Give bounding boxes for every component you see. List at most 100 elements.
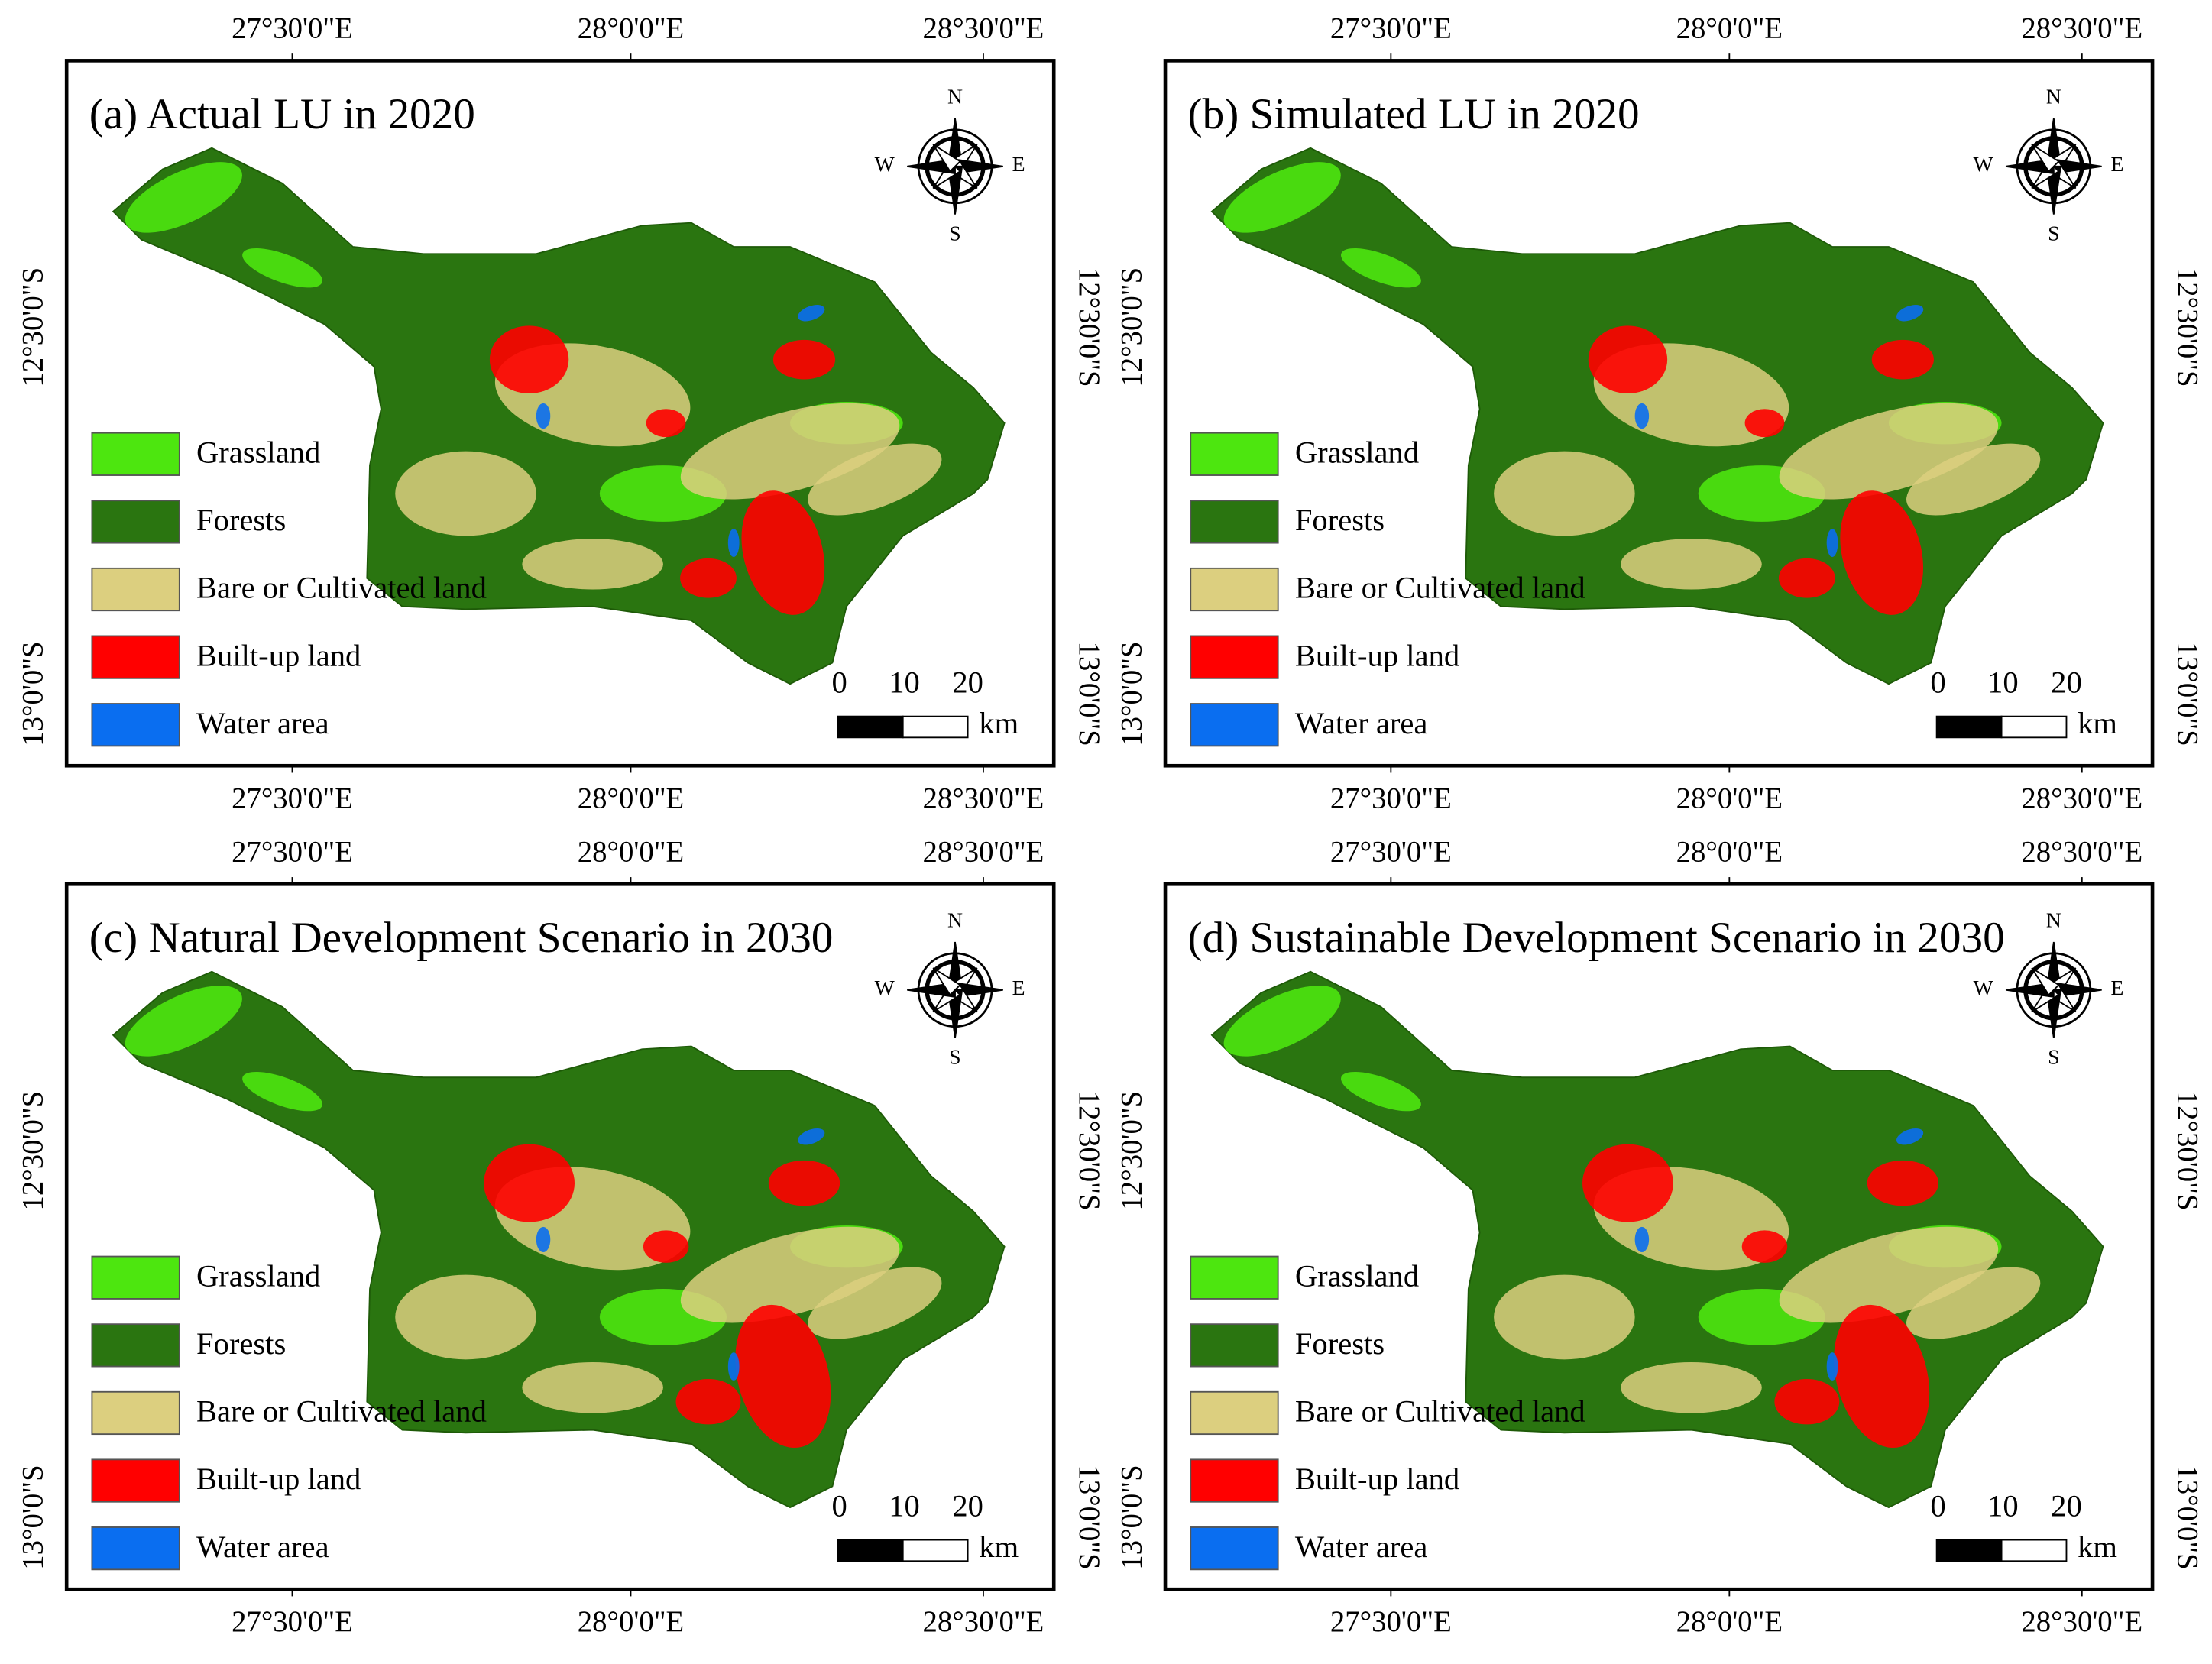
land-patch [1867, 1160, 1939, 1206]
scale-label: 20 [952, 665, 983, 699]
latitude-label: 12°30'0"S [1115, 1091, 1148, 1211]
longitude-label: 27°30'0"E [1330, 1605, 1452, 1638]
legend-label: Water area [196, 706, 329, 740]
compass-rose [2005, 941, 2102, 1038]
land-patch [808, 443, 942, 516]
legend-label: Water area [1295, 1530, 1428, 1564]
longitude-label: 28°0'0"E [578, 835, 684, 868]
legend-swatch [1190, 500, 1279, 544]
land-patch [1744, 409, 1785, 438]
longitude-label: 28°30'0"E [922, 835, 1044, 868]
longitude-label: 28°0'0"E [1676, 782, 1783, 814]
map-panel: 27°30'0"E 27°30'0"E 28°0'0"E 28°0'0"E 28°30'… [1115, 11, 2204, 814]
land-patch [395, 1274, 536, 1360]
land-patch [727, 1352, 740, 1381]
compass-ring [2023, 136, 2084, 197]
compass-ring [2016, 128, 2092, 205]
longitude-label: 28°0'0"E [578, 11, 684, 44]
longitude-label: 27°30'0"E [232, 782, 353, 814]
land-patch [768, 1160, 840, 1206]
legend-label: Forests [196, 1326, 286, 1361]
compass-label: W [1974, 152, 1994, 176]
land-patch [675, 1378, 741, 1425]
land-patch [1834, 1304, 1930, 1449]
land-patch [798, 305, 825, 322]
longitude-label: 28°30'0"E [2021, 11, 2142, 44]
latitude-label: 12°30'0"S [1073, 1091, 1106, 1211]
scale-label: 0 [1930, 1488, 1945, 1523]
longitude-label: 28°30'0"E [2021, 1605, 2142, 1638]
legend-label: Built-up land [1295, 638, 1459, 672]
legend-swatch [1190, 635, 1279, 679]
land-patch [1341, 248, 1421, 288]
longitude-label: 28°0'0"E [1676, 11, 1783, 44]
longitude-label: 28°30'0"E [922, 1605, 1044, 1638]
latitude-label: 13°0'0"S [16, 1465, 49, 1569]
land-patch [772, 339, 836, 380]
compass-label: S [2048, 222, 2059, 245]
panel-title: (c) Natural Development Scenario in 2030 [89, 914, 834, 962]
compass-point [932, 967, 961, 996]
compass-rose [907, 118, 1003, 215]
land-patch [646, 409, 686, 438]
legend-swatch [91, 432, 180, 476]
land-patch [125, 986, 242, 1057]
legend-swatch [1190, 432, 1279, 476]
legend-label: Water area [196, 1530, 329, 1564]
land-patch [242, 1071, 322, 1112]
latitude-label: 13°0'0"S [16, 641, 49, 746]
panel-title: (d) Sustainable Development Scenario in … [1188, 914, 2005, 962]
longitude-label: 27°30'0"E [1330, 835, 1452, 868]
legend-swatch [1190, 567, 1279, 612]
legend-label: Grassland [1295, 1258, 1419, 1293]
land-patch [1779, 1226, 1999, 1323]
compass-point [932, 144, 961, 173]
legend-swatch [91, 1323, 180, 1368]
scale-bar [1935, 715, 2003, 739]
longitude-label: 28°30'0"E [922, 782, 1044, 814]
scale-label: 0 [832, 665, 847, 699]
latitude-label: 12°30'0"S [16, 1091, 49, 1211]
scale-label: 20 [2051, 1488, 2082, 1523]
compass-label: S [949, 1045, 960, 1069]
longitude-label: 28°0'0"E [578, 1605, 684, 1638]
land-patch [1621, 1362, 1762, 1413]
compass-label: E [1012, 976, 1025, 999]
scale-bar [902, 1539, 969, 1562]
legend-label: Built-up land [196, 1462, 361, 1496]
land-patch [395, 451, 536, 536]
panel-frame [1163, 59, 2155, 768]
land-patch [1896, 305, 1924, 322]
legend-label: Bare or Cultivated land [1295, 1394, 1585, 1429]
compass-ring [917, 952, 993, 1028]
legend-swatch [1190, 703, 1279, 747]
land-patch [741, 490, 825, 615]
legend-swatch [1190, 1323, 1279, 1368]
legend-label: Forests [196, 503, 286, 537]
legend-swatch [1190, 1255, 1279, 1300]
longitude-label: 28°30'0"E [2021, 835, 2142, 868]
legend-label: Grassland [196, 435, 320, 469]
compass-label: N [947, 85, 963, 108]
legend-label: Forests [1295, 1326, 1385, 1361]
land-patch [1896, 1128, 1924, 1145]
compass-ring [925, 960, 986, 1021]
scale-bar [1935, 1539, 2003, 1562]
legend-swatch [91, 703, 180, 747]
land-patch [680, 1226, 900, 1323]
compass-label: E [2110, 152, 2123, 176]
panel-title: (a) Actual LU in 2020 [89, 90, 475, 138]
longitude-label: 27°30'0"E [232, 11, 353, 44]
legend-label: Built-up land [1295, 1462, 1459, 1496]
legend-label: Grassland [196, 1258, 320, 1293]
land-patch [522, 539, 663, 590]
scale-unit: km [979, 1530, 1019, 1564]
land-patch [808, 1267, 942, 1339]
scale-label: 0 [1930, 665, 1945, 699]
land-patch [484, 1144, 575, 1222]
legend-swatch [91, 1526, 180, 1571]
land-patch [1223, 986, 1341, 1057]
land-patch [242, 248, 322, 288]
land-patch [1741, 1230, 1788, 1263]
land-patch [1826, 529, 1838, 558]
